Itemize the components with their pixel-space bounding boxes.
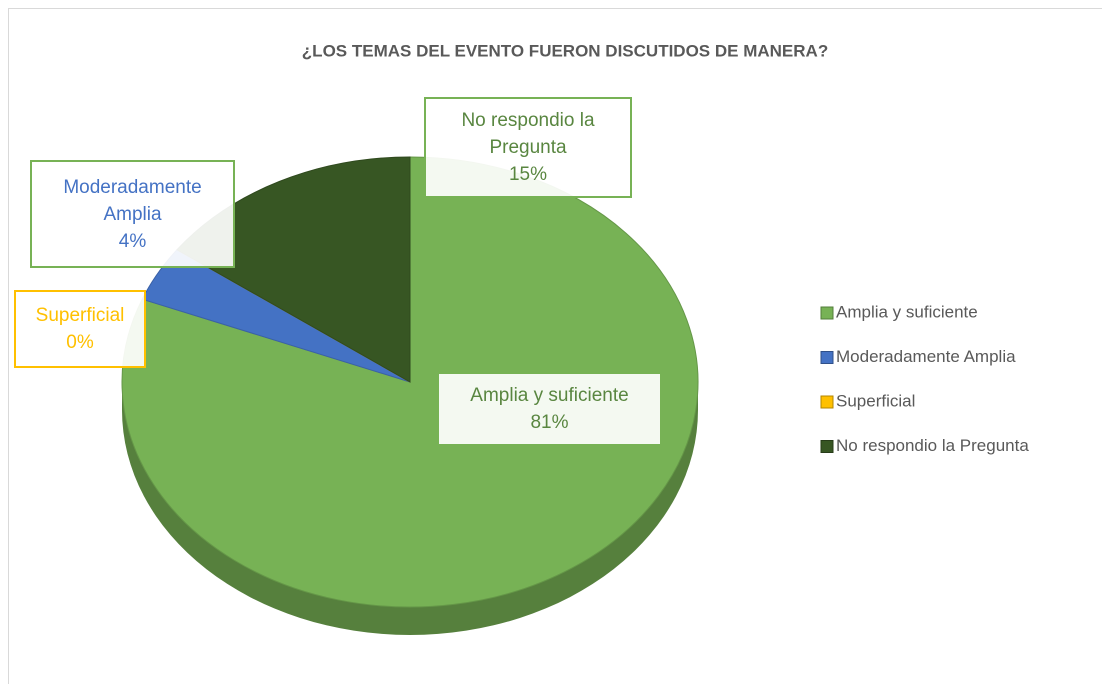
- data-label: Superficial 0%: [14, 290, 146, 368]
- legend-swatch: [820, 440, 834, 453]
- data-label-value: 0%: [66, 332, 94, 353]
- data-label-name: No respondio la Pregunta: [461, 110, 595, 158]
- data-label-value: 4%: [118, 230, 147, 252]
- data-label-value: 15%: [508, 164, 548, 185]
- data-label-value: 81%: [530, 412, 569, 433]
- data-label: No respondio la Pregunta 15%: [424, 97, 632, 198]
- legend-swatch: [820, 306, 834, 320]
- data-label-name: Amplia y suficiente: [470, 385, 629, 406]
- data-label: Amplia y suficiente 81%: [437, 372, 662, 446]
- data-label-name: Moderadamente Amplia: [63, 176, 202, 225]
- legend-label: Moderadamente Amplia: [836, 347, 1016, 366]
- legend-swatch: [820, 351, 834, 364]
- chart-title: ¿LOS TEMAS DEL EVENTO FUERON DISCUTIDOS …: [302, 41, 828, 60]
- legend-label: Superficial: [836, 391, 915, 410]
- legend-swatch: [820, 395, 834, 409]
- chart-border: [8, 8, 1102, 684]
- legend-label: Amplia y suficiente: [836, 302, 978, 321]
- legend-label: No respondio la Pregunta: [836, 436, 1029, 455]
- data-label: Moderadamente Amplia 4%: [30, 160, 235, 268]
- data-label-name: Superficial: [35, 305, 125, 326]
